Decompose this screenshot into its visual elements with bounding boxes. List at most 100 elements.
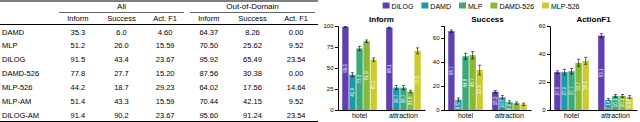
table-cell: 27.7 — [114, 69, 129, 78]
x-tick-label: attraction — [389, 112, 418, 119]
error-bar — [365, 40, 368, 43]
bar — [492, 92, 498, 110]
bar — [506, 102, 512, 110]
table-cell: 15.20 — [156, 69, 175, 78]
y-axis-line — [547, 27, 551, 111]
error-bar — [556, 71, 559, 74]
y-axis-line — [335, 27, 339, 111]
data-label: 35.1 — [583, 81, 588, 90]
table-cell: 6.0 — [116, 28, 126, 37]
bar — [612, 96, 618, 110]
table-column-header: Inform — [198, 14, 219, 23]
table-group-header: Out-of-Domain — [226, 2, 278, 11]
bar — [626, 97, 632, 110]
table-cell: 9.52 — [289, 97, 304, 106]
error-bar — [563, 69, 566, 75]
y-tick: 25 — [327, 86, 338, 92]
y-tick-mark — [547, 54, 550, 55]
y-axis-line — [441, 27, 445, 111]
table-cell: 43.3 — [114, 97, 129, 106]
x-tick: attraction — [389, 110, 418, 119]
y-tick-label: 20 — [433, 83, 440, 89]
table-cell: 9.52 — [289, 41, 304, 50]
y-tick-label: 60 — [433, 35, 440, 41]
error-bar — [402, 85, 405, 89]
legend-item: DAMD-526 — [490, 3, 534, 10]
bar — [619, 96, 625, 110]
y-tick-label: 40 — [539, 51, 546, 57]
data-labels: 99.098.141.926.773.326.781.921.960.070.5 — [343, 64, 420, 106]
x-axis-line — [339, 110, 426, 111]
y-tick-label: 40 — [433, 59, 440, 65]
data-label: 27.0 — [562, 86, 567, 95]
error-bar — [570, 68, 573, 74]
data-label: 70.5 — [415, 76, 420, 85]
error-bar — [358, 46, 361, 50]
table-cell: 29.23 — [156, 83, 175, 92]
bar — [342, 27, 348, 110]
data-label: 98.1 — [387, 64, 392, 73]
table-cell: 44.2 — [71, 83, 86, 92]
table-cell: 70.50 — [199, 41, 218, 50]
bar — [462, 56, 468, 110]
table-cell: 8.26 — [245, 28, 260, 37]
error-bar — [600, 34, 603, 38]
data-label: 10.1 — [613, 98, 618, 107]
table-cell: 90.2 — [114, 111, 129, 120]
y-tick: 20 — [433, 83, 444, 89]
y-tick-label: 0 — [436, 107, 440, 113]
legend-item: MLP-526 — [542, 3, 580, 10]
y-tick-label: 75 — [327, 44, 334, 50]
error-bar — [372, 58, 375, 61]
table-column-header: Inform — [67, 14, 88, 23]
bar — [554, 72, 560, 110]
y-axis: 0 20 40 60 — [433, 27, 445, 114]
error-bar — [478, 65, 481, 75]
table-cell: 23.67 — [156, 55, 175, 64]
legend-item: MLP — [459, 3, 483, 10]
error-bar — [577, 59, 580, 66]
data-label: 99.0 — [343, 64, 348, 73]
table-cell: 0.00 — [289, 69, 304, 78]
table-cell: 42.15 — [243, 97, 262, 106]
error-bar — [416, 48, 419, 54]
error-bar — [494, 91, 497, 93]
y-tick: 50 — [327, 65, 338, 71]
table-cell: 15.59 — [156, 97, 175, 106]
table-cell: 64.37 — [199, 28, 218, 37]
data-label: 9.28 — [627, 99, 632, 108]
bar — [363, 41, 369, 110]
x-tick: hotel — [352, 110, 368, 119]
error-bar — [471, 52, 474, 59]
data-label: 15.2 — [493, 96, 498, 105]
bar — [605, 100, 611, 110]
error-bar — [614, 94, 617, 97]
data-label: 7.14 — [606, 100, 611, 109]
error-bar — [515, 102, 518, 104]
table-bottom-rule — [0, 121, 318, 122]
table-cell: 91.4 — [71, 111, 86, 120]
x-tick: hotel — [564, 110, 580, 119]
data-labels: 27.053.127.07.1427.710.133.710.135.19.28 — [555, 68, 632, 109]
table-cell: 23.67 — [156, 111, 175, 120]
data-label: 10.5 — [500, 99, 505, 108]
table-cell: 43.4 — [114, 55, 129, 64]
x-tick-label: attraction — [601, 112, 630, 119]
table-cell: 0.00 — [289, 28, 304, 37]
bar — [448, 31, 454, 110]
y-tick-mark — [335, 68, 338, 69]
legend-label: DAMD — [430, 3, 451, 10]
table-cell: 35.3 — [71, 28, 86, 37]
legend-swatch — [421, 3, 428, 9]
data-labels: 65.715.28.5710.544.86.6745.733.3 — [449, 66, 512, 111]
data-label: 73.3 — [357, 74, 362, 83]
table-cell: 23.54 — [287, 111, 306, 120]
y-tick: 60 — [539, 23, 550, 29]
y-tick: 60 — [433, 35, 444, 41]
data-label: 45.7 — [470, 78, 475, 87]
bars — [448, 30, 527, 110]
chart-title: ActionF1 — [576, 15, 611, 24]
table-cell: 95.60 — [199, 111, 218, 120]
chart-title: Inform — [369, 15, 394, 24]
data-label: 33.7 — [576, 82, 581, 91]
